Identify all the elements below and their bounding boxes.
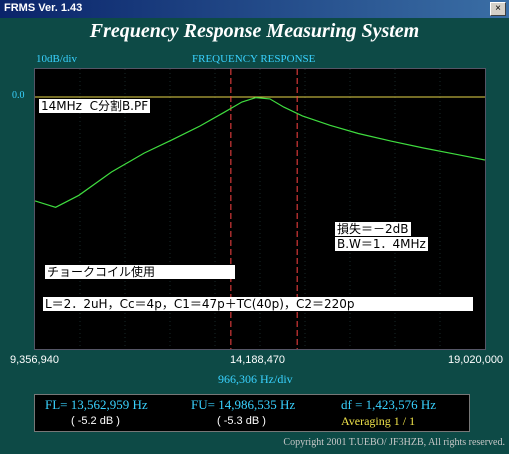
scale-label: 10dB/div (36, 53, 77, 65)
fu-value: FU= 14,986,535 Hz (191, 397, 296, 412)
loss-note: 損失＝－2dB (335, 222, 411, 236)
response-trace (35, 96, 485, 208)
fl-value: FL= 13,562,959 Hz (45, 397, 148, 412)
fu-db-value: ( -5.3 dB ) (217, 415, 266, 427)
choke-note: チョークコイル使用 (45, 265, 235, 279)
bandwidth-note: B.W＝1．4MHz (335, 237, 428, 251)
x-end-label: 19,020,000 (448, 354, 504, 366)
fl-db-value: ( -5.2 dB ) (71, 415, 120, 427)
copyright-text: Copyright 2001 T.UEBO/ JF3HZB, All right… (283, 437, 505, 448)
app-title: Frequency Response Measuring System (89, 20, 420, 42)
grid (79, 69, 441, 349)
components-note: L＝2．2uH，Cc＝4p，C1＝47p＋TC(40p)，C2＝220p (43, 297, 473, 311)
plot-title: FREQUENCY RESPONSE (192, 53, 316, 65)
response-chart (35, 69, 485, 349)
averaging-status: Averaging 1 / 1 (341, 414, 416, 428)
title-bar: FRMS Ver. 1.43 × (0, 0, 509, 18)
window-title: FRMS Ver. 1.43 (4, 2, 83, 14)
measurement-panel: FL= 13,562,959 Hz FU= 14,986,535 Hz df =… (34, 394, 470, 432)
hz-per-div-label: 966,306 Hz/div (218, 372, 293, 386)
x-start-label: 9,356,940 (10, 354, 59, 366)
plot-area: 14MHz C分割B.PF 損失＝－2dB B.W＝1．4MHz チョークコイル… (34, 68, 486, 350)
close-button[interactable]: × (490, 2, 506, 16)
df-value: df = 1,423,576 Hz (341, 397, 437, 412)
ref-level-label: 0.0 (12, 90, 25, 101)
filter-name-note: 14MHz C分割B.PF (39, 99, 151, 113)
x-center-label: 14,188,470 (230, 354, 286, 366)
